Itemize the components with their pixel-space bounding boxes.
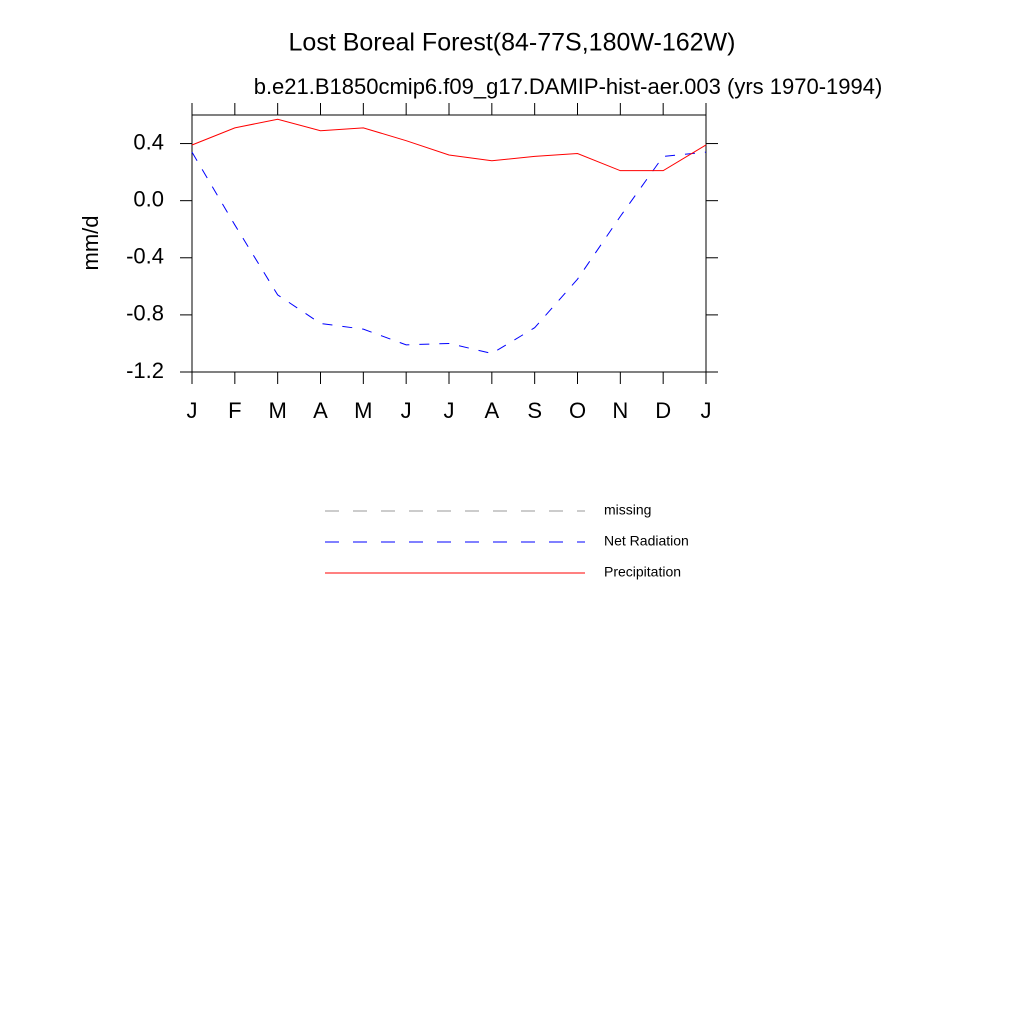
x-tick-label: F — [228, 398, 241, 423]
x-tick-label: A — [484, 398, 499, 423]
legend-label: missing — [604, 502, 651, 518]
x-tick-label: D — [655, 398, 671, 423]
x-tick-label: O — [569, 398, 586, 423]
series-line — [191, 118, 707, 172]
x-tick-label: J — [187, 398, 198, 423]
x-tick-label: S — [527, 398, 542, 423]
chart-subtitle: b.e21.B1850cmip6.f09_g17.DAMIP-hist-aer.… — [254, 74, 883, 99]
x-tick-label: N — [612, 398, 628, 423]
x-tick-label: J — [401, 398, 412, 423]
x-tick-label: A — [313, 398, 328, 423]
x-tick-label: M — [269, 398, 287, 423]
y-tick-label: -0.8 — [126, 301, 164, 326]
y-tick-label: -0.4 — [126, 244, 164, 269]
chart-title: Lost Boreal Forest(84-77S,180W-162W) — [289, 29, 736, 57]
y-tick-label: -1.2 — [126, 358, 164, 383]
x-tick-label: J — [701, 398, 712, 423]
y-axis-label: mm/d — [78, 216, 103, 271]
x-tick-label: J — [444, 398, 455, 423]
legend-label: Net Radiation — [604, 533, 689, 549]
x-tick-label: M — [354, 398, 372, 423]
plot-frame — [191, 114, 707, 373]
y-tick-label: 0.0 — [133, 186, 164, 211]
legend-label: Precipitation — [604, 564, 681, 580]
y-tick-label: 0.4 — [133, 129, 164, 154]
series-line — [191, 151, 707, 354]
